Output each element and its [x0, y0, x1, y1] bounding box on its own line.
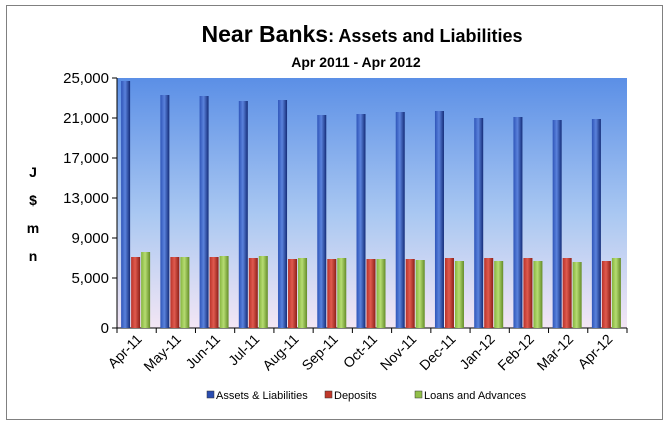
bar-loans-advances	[611, 258, 621, 328]
bar-assets-liabilities	[278, 100, 288, 328]
bar-deposits	[170, 257, 180, 328]
bar-assets-liabilities	[238, 101, 248, 328]
x-tick-label: Apr-12	[574, 331, 615, 372]
legend: Assets & Liabilities Deposits Loans and Ad…	[206, 390, 527, 402]
bar-deposits	[209, 257, 219, 328]
chart-title-main: Near Banks	[202, 21, 329, 47]
bar-assets-liabilities	[356, 114, 366, 328]
legend-swatch	[324, 390, 333, 399]
x-tick-label: Nov-11	[377, 331, 420, 374]
y-tick-label: 0	[101, 320, 109, 337]
bar-loans-advances	[298, 258, 308, 328]
y-tick-label: 13,000	[63, 190, 109, 207]
chart: Near Banks: Assets and Liabilities Apr 2…	[27, 21, 628, 402]
y-tick-label: 5,000	[71, 270, 109, 287]
legend-label: Loans and Advances	[424, 390, 527, 402]
x-tick-label: Oct-11	[340, 331, 380, 371]
bar-deposits	[562, 258, 572, 328]
chart-frame: Near Banks: Assets and Liabilities Apr 2…	[6, 5, 663, 420]
chart-title-rest: : Assets and Liabilities	[328, 26, 522, 46]
legend-swatch	[206, 390, 215, 399]
bar-loans-advances	[415, 260, 425, 328]
x-tick-label: Aug-11	[259, 331, 302, 374]
x-tick-label: Mar-12	[534, 331, 577, 374]
y-axis-label-part: $	[29, 192, 37, 208]
bar-deposits	[327, 259, 337, 328]
y-axis-label-part: J	[29, 164, 37, 180]
y-tick-label: 9,000	[71, 230, 109, 247]
x-tick-label: Jun-11	[182, 331, 223, 372]
legend-label: Assets & Liabilities	[216, 390, 308, 402]
bar-loans-advances	[180, 257, 190, 328]
bar-loans-advances	[219, 256, 229, 328]
bar-assets-liabilities	[395, 112, 405, 328]
bar-deposits	[601, 261, 611, 328]
bar-loans-advances	[258, 256, 268, 328]
bar-loans-advances	[454, 261, 464, 328]
bar-assets-liabilities	[317, 115, 327, 328]
bar-assets-liabilities	[552, 120, 562, 328]
chart-title: Near Banks: Assets and Liabilities	[202, 21, 523, 47]
bar-deposits	[366, 259, 376, 328]
x-tick-label: Feb-12	[494, 331, 537, 374]
bar-loans-advances	[572, 262, 582, 328]
bar-assets-liabilities	[513, 117, 523, 328]
bar-deposits	[131, 257, 141, 328]
x-tick-label: May-11	[140, 331, 184, 375]
legend-label: Deposits	[334, 390, 377, 402]
x-tick-label: Jul-11	[225, 331, 263, 369]
bar-loans-advances	[141, 252, 151, 328]
bar-loans-advances	[533, 261, 543, 328]
y-ticks: 0 5,000 9,000 13,000 17,000 21,000 25,000	[63, 70, 117, 337]
x-tick-label: Apr-11	[104, 331, 144, 371]
bar-deposits	[248, 258, 258, 328]
bar-assets-liabilities	[199, 96, 209, 328]
x-tick-label: Sep-11	[298, 331, 341, 374]
y-axis-label-part: m	[27, 220, 39, 236]
bar-deposits	[523, 258, 533, 328]
bar-deposits	[444, 258, 454, 328]
chart-subtitle: Apr 2011 - Apr 2012	[291, 54, 421, 70]
y-tick-label: 25,000	[63, 70, 109, 87]
legend-swatch	[414, 390, 423, 399]
bar-deposits	[484, 258, 494, 328]
bar-assets-liabilities	[434, 111, 444, 328]
bar-assets-liabilities	[121, 81, 131, 328]
bar-assets-liabilities	[591, 119, 601, 328]
bar-assets-liabilities	[474, 118, 484, 328]
y-tick-label: 21,000	[63, 110, 109, 127]
y-axis-label-part: n	[29, 248, 38, 264]
x-tick-label: Jan-12	[456, 331, 498, 373]
x-tick-label: Dec-11	[416, 331, 459, 374]
bar-deposits	[288, 259, 298, 328]
bars	[121, 81, 621, 328]
y-tick-label: 17,000	[63, 150, 109, 167]
bar-assets-liabilities	[160, 95, 170, 328]
y-axis-label: J $ mn	[27, 164, 39, 264]
bar-deposits	[405, 259, 415, 328]
bar-loans-advances	[376, 259, 386, 328]
bar-loans-advances	[494, 261, 504, 328]
bar-loans-advances	[337, 258, 347, 328]
